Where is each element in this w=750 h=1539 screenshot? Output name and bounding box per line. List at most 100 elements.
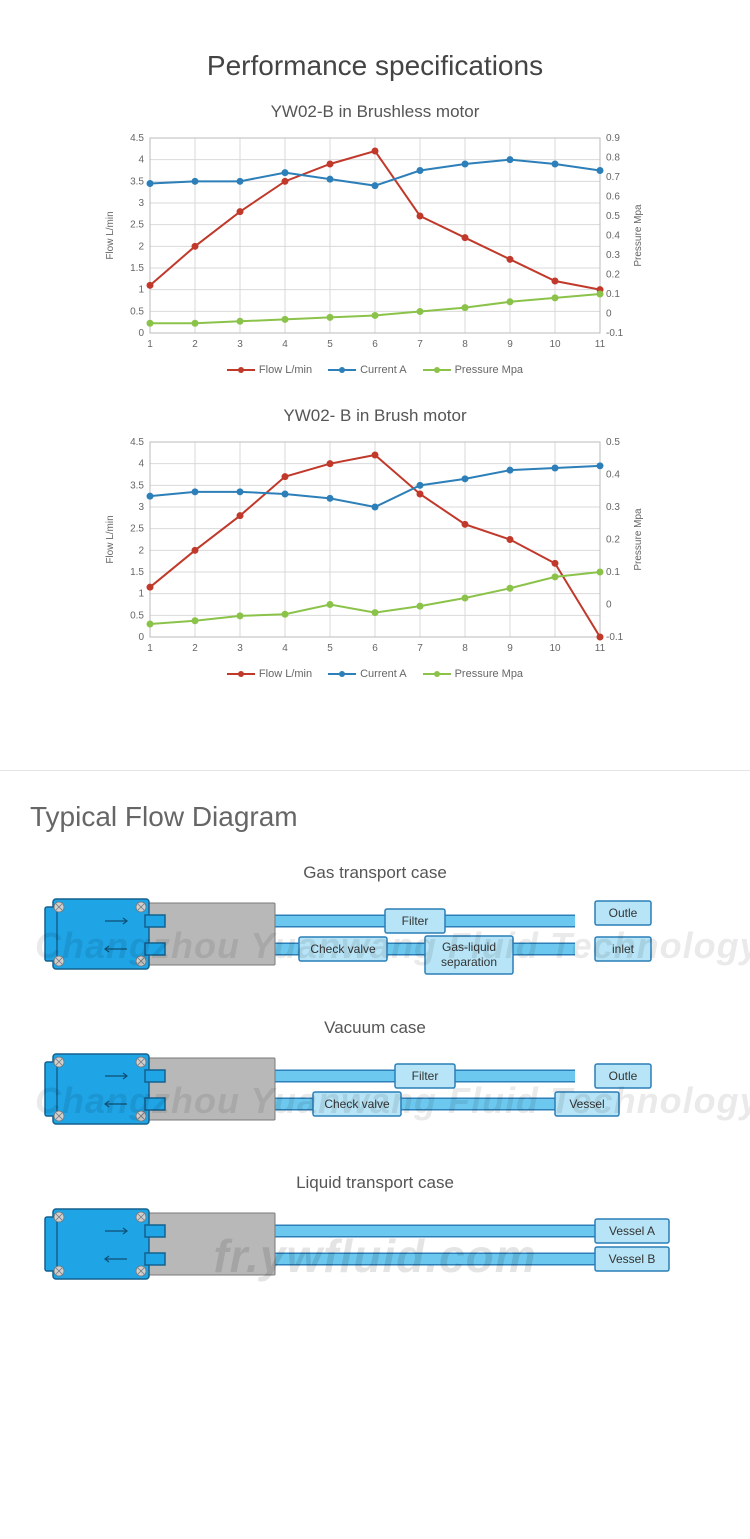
svg-text:0.2: 0.2 xyxy=(606,270,620,281)
section-divider xyxy=(0,770,750,771)
svg-text:Gas-liquid: Gas-liquid xyxy=(442,940,496,954)
svg-text:10: 10 xyxy=(549,339,561,350)
svg-text:8: 8 xyxy=(462,339,468,350)
svg-text:Pressure Mpa: Pressure Mpa xyxy=(633,508,644,571)
svg-text:4: 4 xyxy=(282,643,288,654)
svg-text:2: 2 xyxy=(138,241,144,252)
svg-text:4: 4 xyxy=(138,459,144,470)
svg-text:4.5: 4.5 xyxy=(130,437,144,448)
performance-section: Performance specifications YW02-B in Bru… xyxy=(0,0,750,750)
chart1: 00.511.522.533.544.5-0.100.10.20.30.40.5… xyxy=(95,128,655,376)
svg-text:Flow L/min: Flow L/min xyxy=(105,515,116,563)
diagram-svg: Filter Check valve Gas-liquidseparation Out… xyxy=(35,893,715,993)
svg-text:Check valve: Check valve xyxy=(310,942,376,956)
svg-text:0: 0 xyxy=(138,328,144,339)
svg-text:-0.1: -0.1 xyxy=(606,328,624,339)
svg-text:0.4: 0.4 xyxy=(606,470,620,481)
svg-text:6: 6 xyxy=(372,643,378,654)
chart1-svg: 00.511.522.533.544.5-0.100.10.20.30.40.5… xyxy=(95,128,655,358)
diagram: FilterCheck valveVesselOutleChangzhou Yu… xyxy=(35,1048,715,1153)
svg-text:0: 0 xyxy=(138,632,144,643)
svg-text:0.7: 0.7 xyxy=(606,172,620,183)
svg-text:0.5: 0.5 xyxy=(130,306,144,317)
svg-text:5: 5 xyxy=(327,643,333,654)
svg-text:2: 2 xyxy=(192,643,198,654)
svg-text:Outle: Outle xyxy=(609,906,638,920)
svg-text:0: 0 xyxy=(606,600,612,611)
diagram-title: Gas transport case xyxy=(0,863,750,883)
svg-text:1.5: 1.5 xyxy=(130,567,144,578)
svg-text:2.5: 2.5 xyxy=(130,220,144,231)
svg-text:1.5: 1.5 xyxy=(130,263,144,274)
legend-item: Current A xyxy=(328,364,406,376)
svg-text:5: 5 xyxy=(327,339,333,350)
svg-text:3: 3 xyxy=(237,339,243,350)
legend-item: Flow L/min xyxy=(227,668,312,680)
svg-text:2: 2 xyxy=(192,339,198,350)
svg-text:9: 9 xyxy=(507,339,513,350)
svg-text:0.5: 0.5 xyxy=(606,437,620,448)
svg-text:0.4: 0.4 xyxy=(606,231,620,242)
chart2-svg: 0 0.5 1 1.5 2 2.5 3 3.5 4 4.5 -0.1 0 0.1 0.2 0.3 0.4 0.5… xyxy=(95,432,655,662)
svg-text:Vessel A: Vessel A xyxy=(609,1224,655,1238)
svg-text:3.5: 3.5 xyxy=(130,176,144,187)
svg-text:0.1: 0.1 xyxy=(606,289,620,300)
svg-text:9: 9 xyxy=(507,643,513,654)
svg-text:7: 7 xyxy=(417,643,423,654)
svg-text:Outle: Outle xyxy=(609,1069,638,1083)
svg-text:4: 4 xyxy=(138,155,144,166)
svg-text:3: 3 xyxy=(237,643,243,654)
svg-text:Filter: Filter xyxy=(412,1069,439,1083)
svg-text:inlet: inlet xyxy=(612,942,635,956)
svg-text:10: 10 xyxy=(549,643,561,654)
diagram-svg: Vessel A Vessel B xyxy=(35,1203,715,1303)
svg-text:1: 1 xyxy=(147,643,153,654)
diagram-title: Liquid transport case xyxy=(0,1173,750,1193)
svg-text:0.5: 0.5 xyxy=(606,211,620,222)
svg-text:0.1: 0.1 xyxy=(606,567,620,578)
svg-text:1: 1 xyxy=(138,589,144,600)
svg-text:2.5: 2.5 xyxy=(130,524,144,535)
diagram: Vessel AVessel Bfr.ywfluid.com xyxy=(35,1203,715,1308)
svg-text:Vessel: Vessel xyxy=(569,1097,604,1111)
page-title: Performance specifications xyxy=(30,50,720,82)
svg-text:Check valve: Check valve xyxy=(324,1097,390,1111)
svg-text:0.9: 0.9 xyxy=(606,133,620,144)
svg-text:3.5: 3.5 xyxy=(130,480,144,491)
svg-text:7: 7 xyxy=(417,339,423,350)
svg-text:1: 1 xyxy=(138,285,144,296)
svg-text:Flow L/min: Flow L/min xyxy=(105,211,116,259)
svg-text:0.2: 0.2 xyxy=(606,535,620,546)
chart2-title: YW02- B in Brush motor xyxy=(30,406,720,426)
chart2-legend: Flow L/min Current A Pressure Mpa xyxy=(95,666,655,680)
svg-text:Pressure Mpa: Pressure Mpa xyxy=(633,204,644,267)
svg-text:3: 3 xyxy=(138,198,144,209)
legend-item: Pressure Mpa xyxy=(423,668,523,680)
svg-text:4: 4 xyxy=(282,339,288,350)
svg-text:4.5: 4.5 xyxy=(130,133,144,144)
diagram-svg: Filter Check valve Vessel Outle xyxy=(35,1048,715,1148)
svg-text:Filter: Filter xyxy=(402,914,429,928)
svg-text:0.6: 0.6 xyxy=(606,192,620,203)
diagram-title: Vacuum case xyxy=(0,1018,750,1038)
svg-text:separation: separation xyxy=(441,955,497,969)
svg-text:0.3: 0.3 xyxy=(606,250,620,261)
chart1-title: YW02-B in Brushless motor xyxy=(30,102,720,122)
svg-text:0.3: 0.3 xyxy=(606,502,620,513)
svg-text:11: 11 xyxy=(595,339,606,350)
diagram: Filter Check valve Gas-liquidseparation Out… xyxy=(35,893,715,998)
svg-text:11: 11 xyxy=(595,643,606,654)
svg-text:2: 2 xyxy=(138,545,144,556)
chart2: 0 0.5 1 1.5 2 2.5 3 3.5 4 4.5 -0.1 0 0.1 0.2 0.3 0.4 0.5… xyxy=(95,432,655,680)
svg-text:0.5: 0.5 xyxy=(130,610,144,621)
svg-text:-0.1: -0.1 xyxy=(606,632,624,643)
svg-text:8: 8 xyxy=(462,643,468,654)
svg-text:3: 3 xyxy=(138,502,144,513)
legend-item: Current A xyxy=(328,668,406,680)
legend-item: Pressure Mpa xyxy=(423,364,523,376)
legend-item: Flow L/min xyxy=(227,364,312,376)
svg-text:Vessel B: Vessel B xyxy=(609,1252,656,1266)
diagrams-container: Gas transport case Filter Check valve Gas-l… xyxy=(0,863,750,1308)
diagram-section-title: Typical Flow Diagram xyxy=(30,801,750,833)
svg-text:6: 6 xyxy=(372,339,378,350)
